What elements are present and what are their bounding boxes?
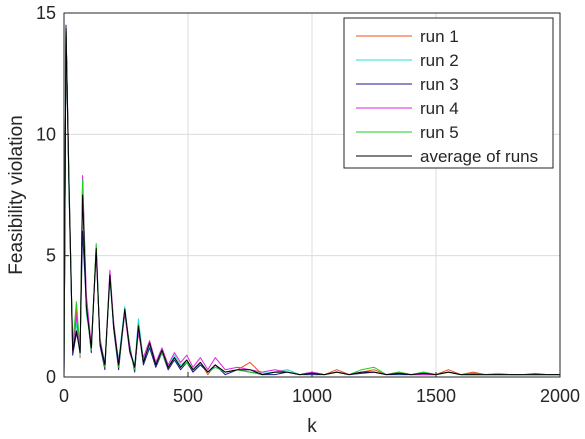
series-lines xyxy=(63,24,560,378)
legend-label: average of runs xyxy=(420,147,538,166)
y-tick-label: 0 xyxy=(46,367,56,387)
axis-ticks: 0 500 1000 1500 2000 0 5 10 15 xyxy=(36,3,580,406)
x-tick-label: 1000 xyxy=(292,386,332,406)
y-tick-label: 15 xyxy=(36,3,56,23)
legend-label: run 4 xyxy=(420,99,459,118)
legend-label: run 2 xyxy=(420,51,459,70)
x-axis-label: k xyxy=(307,416,317,437)
y-axis-label: Feasibility violation xyxy=(6,115,27,274)
x-tick-label: 500 xyxy=(173,386,203,406)
legend: run 1 run 2 run 3 run 4 run 5 average of runs xyxy=(343,17,554,169)
y-tick-label: 5 xyxy=(46,246,56,266)
legend-box xyxy=(343,17,554,169)
legend-label: run 5 xyxy=(420,123,459,142)
series-line xyxy=(63,27,560,378)
y-tick-label: 10 xyxy=(36,124,56,144)
legend-label: run 3 xyxy=(420,75,459,94)
x-tick-label: 0 xyxy=(59,386,69,406)
x-tick-label: 1500 xyxy=(416,386,456,406)
legend-label: run 1 xyxy=(420,27,459,46)
x-tick-label: 2000 xyxy=(540,386,580,406)
